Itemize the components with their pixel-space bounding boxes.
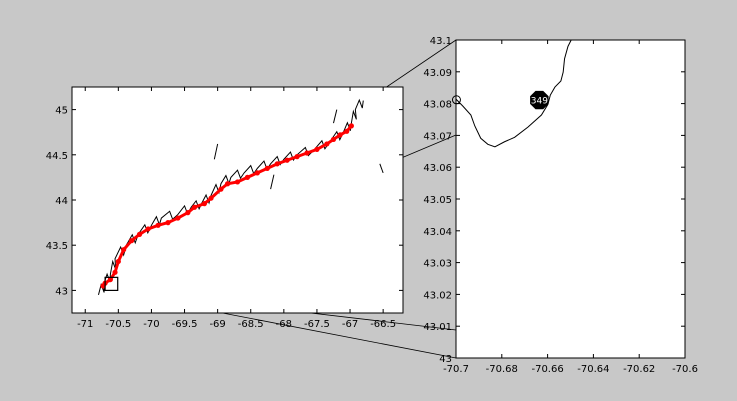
y-tick-label: 43.04 <box>423 227 452 238</box>
overview-x-ticks: -71 -70.5 -70 -69.5 -69 -68.5 -68 -67.5 -67 -66.5 <box>77 87 396 330</box>
x-tick-label: -69 <box>209 319 225 330</box>
y-tick-label: 43.05 <box>423 195 452 206</box>
inset-plot-area <box>456 40 685 358</box>
x-tick-label: -70 <box>143 319 159 330</box>
x-tick-label: -66.5 <box>370 319 396 330</box>
y-tick-label: 45 <box>55 106 68 117</box>
x-tick-label: -70.66 <box>531 364 563 375</box>
x-tick-label: -67.5 <box>304 319 330 330</box>
x-tick-label: -70.64 <box>577 364 609 375</box>
overview-map-content <box>97 98 384 296</box>
overview-map-axes: -71 -70.5 -70 -69.5 -69 -68.5 -68 -67.5 -67 -66.5… <box>46 86 404 330</box>
y-tick-label: 43 <box>55 286 68 297</box>
coastline-fragment <box>213 143 219 160</box>
station-marker-label: 349 <box>531 97 548 107</box>
inset-x-ticks: -70.7 -70.68 -70.66 -70.64 -70.62 -70.6 <box>443 40 698 375</box>
y-tick-label: 44 <box>55 196 68 207</box>
coastline-fragment <box>270 174 275 190</box>
inset-map-axes: 349 -70.7 -70.68 -70.66 -70.64 -70.62 -70.6 4… <box>423 36 698 375</box>
y-tick-label: 43 <box>439 354 452 365</box>
x-tick-label: -68.5 <box>238 319 264 330</box>
inset-extent-box <box>104 276 119 291</box>
y-tick-label: 43.09 <box>423 68 452 79</box>
x-tick-label: -70.5 <box>105 319 131 330</box>
x-tick-label: -70.6 <box>672 364 698 375</box>
overview-plot-area <box>72 87 403 313</box>
x-tick-label: -71 <box>77 319 93 330</box>
x-tick-label: -70.68 <box>486 364 518 375</box>
track-line <box>101 124 353 287</box>
y-tick-label: 43.07 <box>423 131 452 142</box>
x-tick-label: -70.7 <box>443 364 469 375</box>
station-marker <box>530 90 549 110</box>
coastline-fragment <box>379 163 384 174</box>
y-tick-label: 43.01 <box>423 322 452 333</box>
y-tick-label: 43.08 <box>423 100 452 111</box>
x-tick-label: -70.62 <box>623 364 655 375</box>
y-tick-label: 43.02 <box>423 290 452 301</box>
overview-y-ticks: 43 43.5 44 44.5 45 <box>46 106 403 297</box>
x-tick-label: -69.5 <box>172 319 198 330</box>
y-tick-label: 43.5 <box>46 241 68 252</box>
y-tick-label: 43.06 <box>423 163 452 174</box>
x-tick-label: -67 <box>342 319 358 330</box>
x-tick-label: -68 <box>276 319 292 330</box>
y-tick-label: 43.03 <box>423 259 452 270</box>
coastline-fragment <box>333 109 338 124</box>
inset-coastline <box>455 39 572 148</box>
y-tick-label: 43.1 <box>430 36 452 47</box>
inset-y-ticks: 43 43.01 43.02 43.03 43.04 43.05 43.06 43.07 43.… <box>423 36 685 365</box>
y-tick-label: 44.5 <box>46 151 68 162</box>
